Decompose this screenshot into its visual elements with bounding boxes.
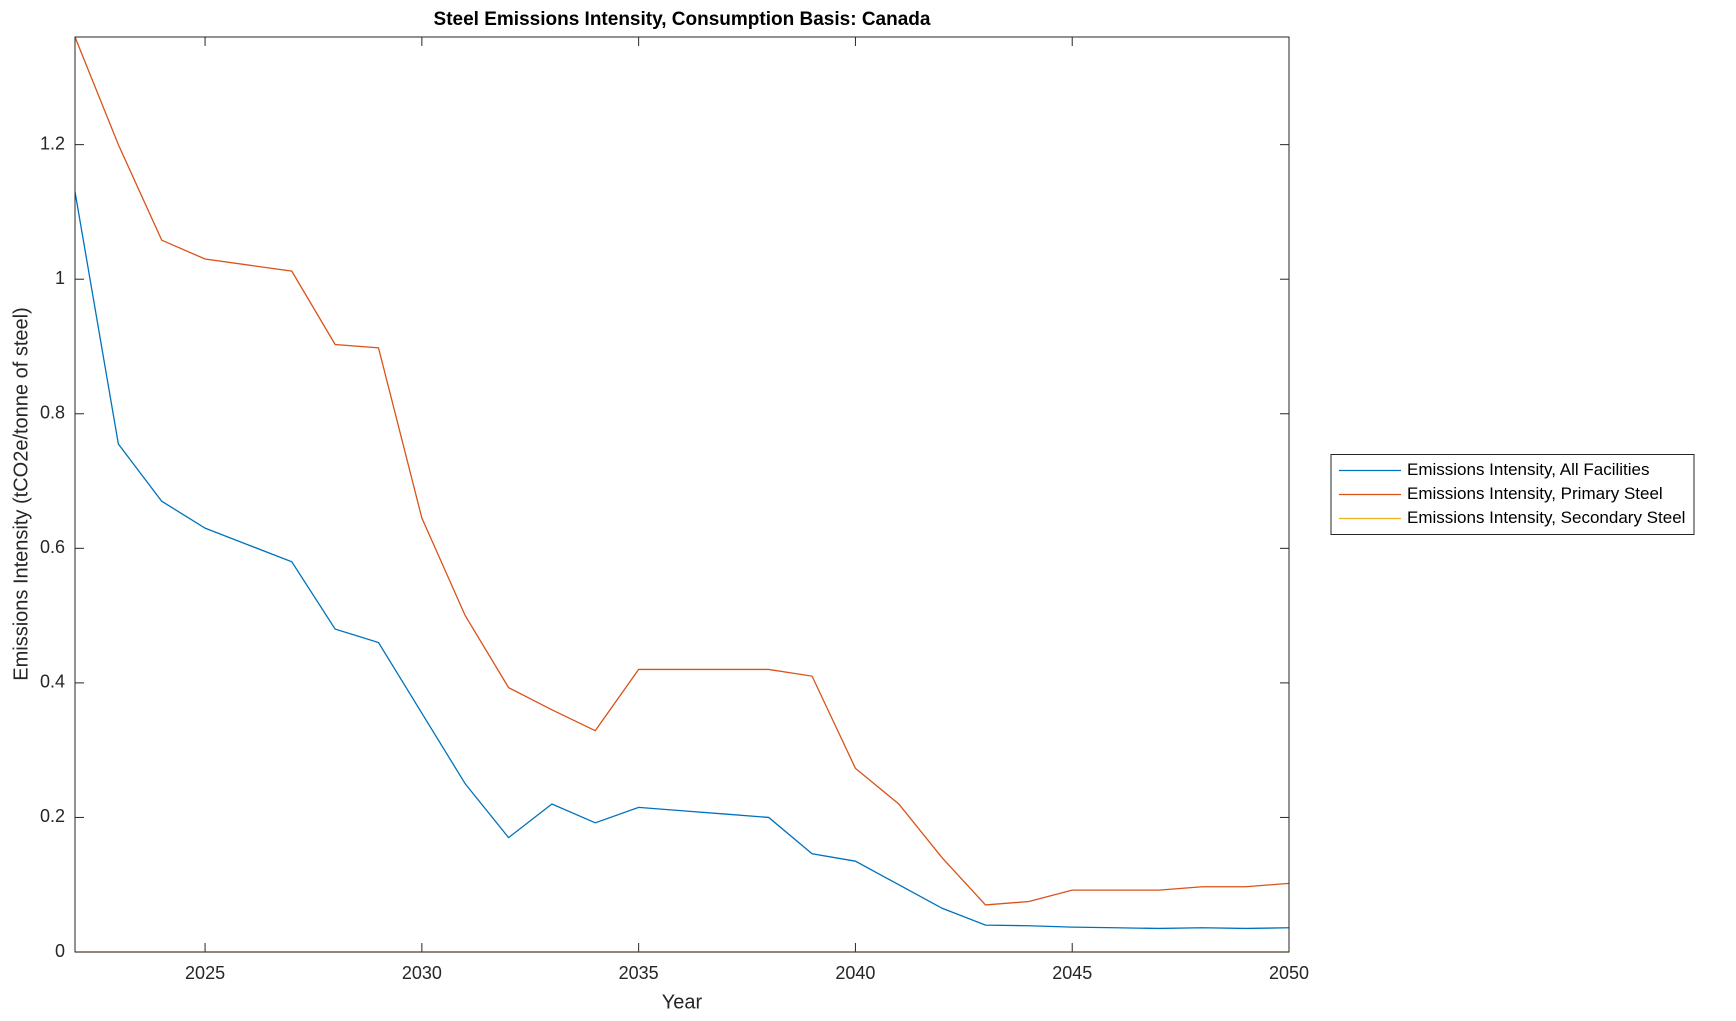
legend-label: Emissions Intensity, All Facilities bbox=[1407, 460, 1649, 479]
y-tick-label: 0.8 bbox=[40, 403, 65, 423]
y-axis-label: Emissions Intensity (tCO2e/tonne of stee… bbox=[10, 307, 32, 681]
y-tick-label: 0.4 bbox=[40, 672, 65, 692]
y-tick-label: 1 bbox=[55, 268, 65, 288]
x-tick-label: 2045 bbox=[1052, 963, 1092, 983]
y-tick-label: 0.2 bbox=[40, 806, 65, 826]
y-tick-label: 0 bbox=[55, 941, 65, 961]
y-tick-label: 0.6 bbox=[40, 537, 65, 557]
x-axis-label: Year bbox=[662, 991, 703, 1013]
series-line bbox=[74, 36, 1290, 906]
x-tick-label: 2050 bbox=[1269, 963, 1309, 983]
x-tick-label: 2040 bbox=[835, 963, 875, 983]
chart-title: Steel Emissions Intensity, Consumption B… bbox=[434, 9, 931, 30]
y-tick-label: 1.2 bbox=[40, 133, 65, 153]
legend-label: Emissions Intensity, Primary Steel bbox=[1407, 484, 1663, 503]
x-tick-label: 2030 bbox=[402, 963, 442, 983]
x-tick-label: 2025 bbox=[185, 963, 225, 983]
x-tick-label: 2035 bbox=[619, 963, 659, 983]
series-line bbox=[74, 191, 1290, 930]
axes-box bbox=[74, 36, 1290, 953]
legend-label: Emissions Intensity, Secondary Steel bbox=[1407, 508, 1685, 527]
